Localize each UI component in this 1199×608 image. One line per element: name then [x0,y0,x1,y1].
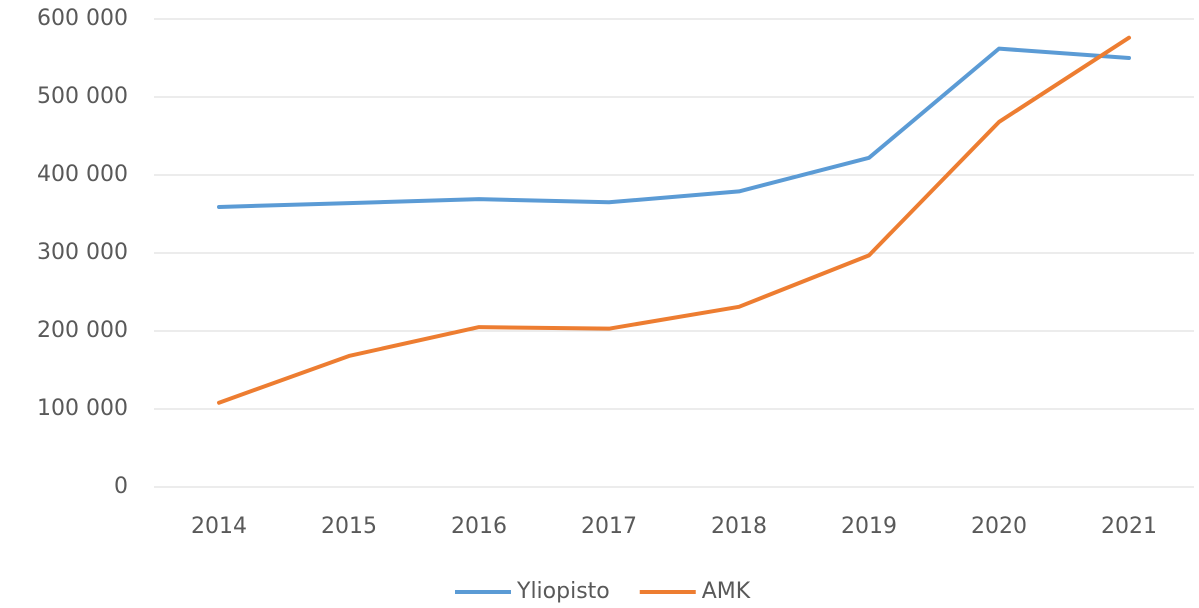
y-tick-label: 300 000 [37,240,128,265]
x-tick-label: 2017 [581,514,637,539]
y-tick-label: 0 [114,474,128,499]
y-tick-label: 200 000 [37,318,128,343]
x-tick-label: 2021 [1101,514,1157,539]
x-tick-label: 2014 [191,514,247,539]
y-tick-label: 600 000 [37,6,128,31]
y-tick-label: 400 000 [37,162,128,187]
x-tick-label: 2015 [321,514,377,539]
y-tick-label: 100 000 [37,396,128,421]
legend-label: Yliopisto [516,579,610,604]
x-tick-label: 2016 [451,514,507,539]
x-tick-label: 2019 [841,514,897,539]
x-tick-label: 2018 [711,514,767,539]
x-tick-label: 2020 [971,514,1027,539]
series-line [217,35,1131,405]
series-line [217,46,1131,209]
legend-label: AMK [702,579,751,604]
y-tick-label: 500 000 [37,84,128,109]
